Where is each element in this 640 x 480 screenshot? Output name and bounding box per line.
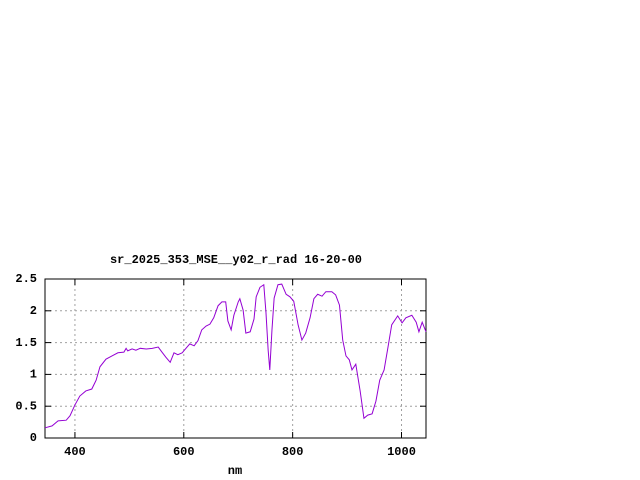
chart-title: sr_2025_353_MSE__y02_r_rad 16-20-00: [110, 253, 362, 267]
x-tick-label: 600: [173, 445, 195, 459]
y-tick-label: 0: [30, 431, 37, 445]
x-tick-label: 800: [282, 445, 304, 459]
y-tick-label: 0.5: [15, 399, 37, 413]
plot-border: [44, 278, 427, 439]
y-tick-label: 2.5: [15, 272, 37, 286]
y-tick-label: 1: [30, 368, 37, 382]
x-axis-label: nm: [228, 464, 242, 478]
x-tick-label: 1000: [387, 445, 416, 459]
data-line: [44, 283, 427, 429]
y-tick-label: 2: [30, 304, 37, 318]
x-tick-label: 400: [64, 445, 86, 459]
y-tick-label: 1.5: [15, 336, 37, 350]
